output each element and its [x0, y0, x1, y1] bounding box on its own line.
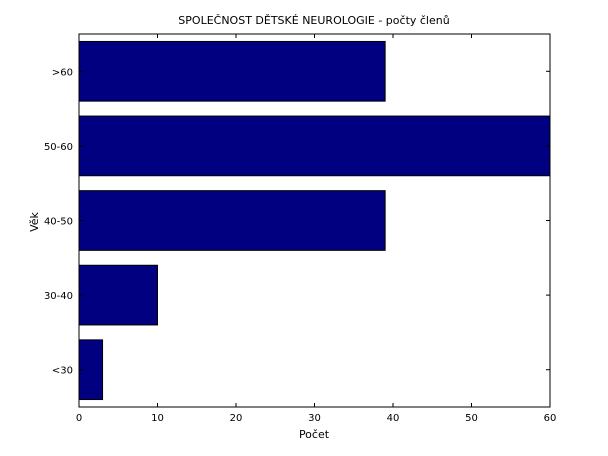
bar-30-40: [78, 264, 158, 326]
x-tick-label: 30: [308, 413, 321, 424]
axes-group: [78, 33, 551, 408]
x-tick-label: 20: [230, 413, 243, 424]
chart-title: SPOLEČNOST DĚTSKÉ NEUROLOGIE - počty čle…: [178, 14, 449, 27]
x-tick-label: 60: [544, 413, 557, 424]
y-tick-label: 30-40: [44, 291, 73, 302]
y-tick-label: 50-60: [44, 142, 73, 153]
x-tick-label: 0: [76, 413, 82, 424]
bar-50-60: [78, 115, 551, 177]
x-tick-labels: 0 10 20 30 40 50 60: [76, 413, 557, 424]
y-axis-label: Věk: [28, 211, 41, 231]
x-axis-label: Počet: [299, 428, 330, 441]
y-tick-label: <30: [52, 366, 73, 377]
x-tick-label: 50: [465, 413, 478, 424]
y-tick-labels: <30 30-40 40-50 50-60 >60: [44, 67, 73, 376]
bar-40-50: [78, 190, 386, 251]
y-tick-label: 40-50: [44, 217, 73, 228]
bar->60: [78, 40, 386, 102]
y-tick-label: >60: [52, 67, 73, 78]
x-tick-label: 40: [387, 413, 400, 424]
x-tick-label: 10: [151, 413, 164, 424]
bars-group: [78, 40, 551, 401]
